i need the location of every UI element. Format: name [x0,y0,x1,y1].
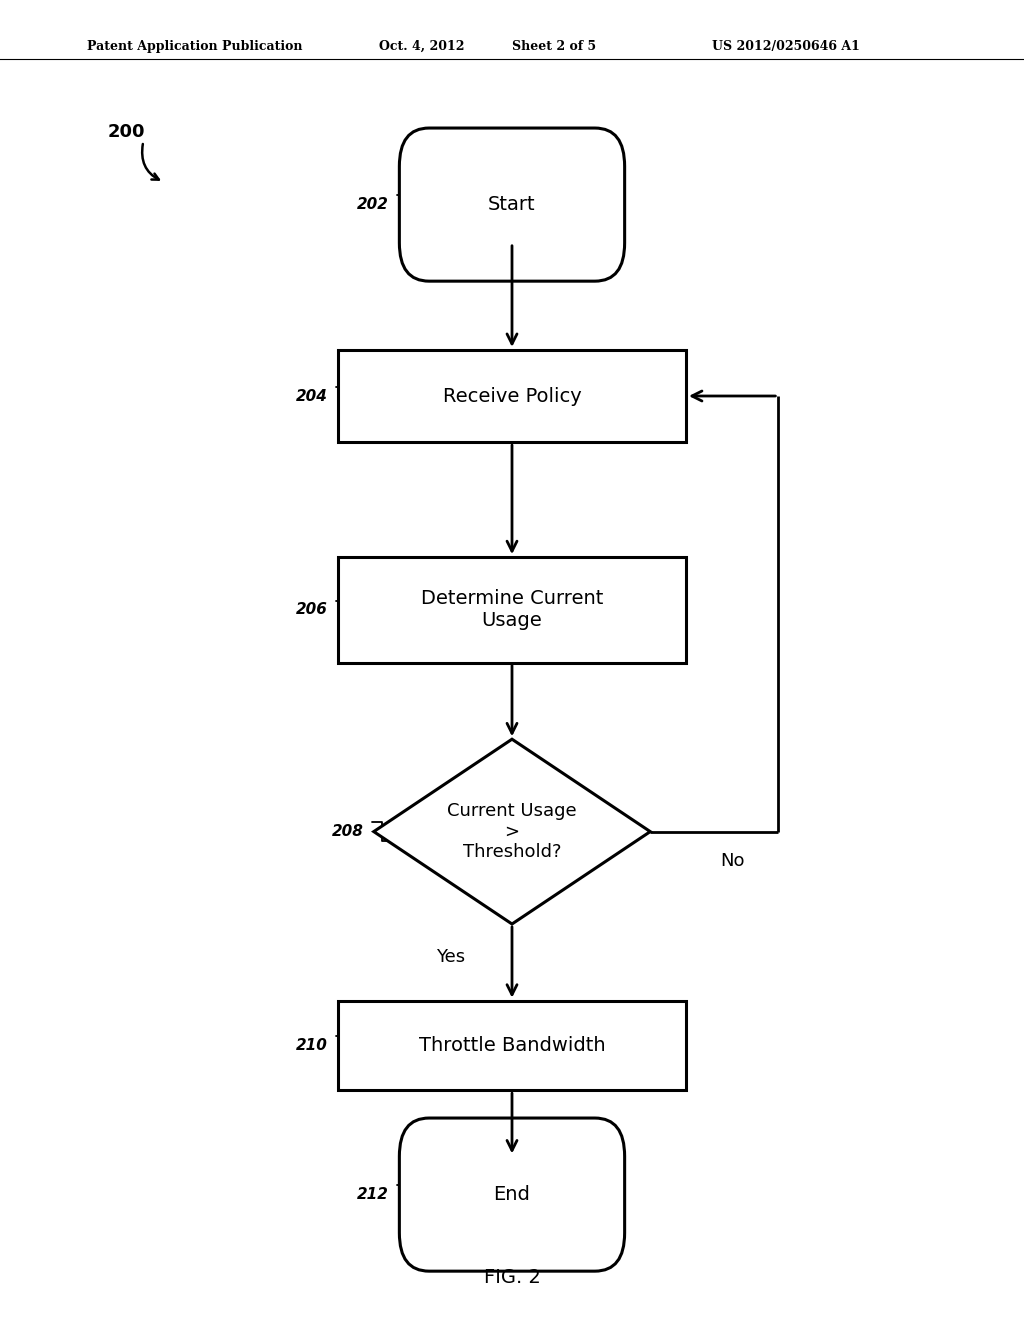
Text: 210: 210 [296,1038,328,1053]
Text: FIG. 2: FIG. 2 [483,1269,541,1287]
Text: 202: 202 [357,197,389,213]
FancyBboxPatch shape [399,1118,625,1271]
Text: Sheet 2 of 5: Sheet 2 of 5 [512,40,596,53]
Text: 204: 204 [296,388,328,404]
Text: 200: 200 [108,123,145,141]
Text: End: End [494,1185,530,1204]
Text: 206: 206 [296,602,328,618]
Bar [338,1001,686,1090]
Text: Current Usage
>
Threshold?: Current Usage > Threshold? [447,801,577,862]
Bar [338,557,686,663]
FancyBboxPatch shape [399,128,625,281]
Polygon shape [374,739,650,924]
Text: Throttle Bandwidth: Throttle Bandwidth [419,1036,605,1055]
Text: Patent Application Publication: Patent Application Publication [87,40,302,53]
Text: Receive Policy: Receive Policy [442,387,582,405]
Text: Start: Start [488,195,536,214]
Text: US 2012/0250646 A1: US 2012/0250646 A1 [712,40,859,53]
Text: 212: 212 [357,1187,389,1203]
Text: Determine Current
Usage: Determine Current Usage [421,589,603,631]
Text: Oct. 4, 2012: Oct. 4, 2012 [379,40,464,53]
Text: Yes: Yes [436,948,465,966]
Text: No: No [720,851,744,870]
Text: 208: 208 [332,824,364,840]
Bar [338,350,686,442]
